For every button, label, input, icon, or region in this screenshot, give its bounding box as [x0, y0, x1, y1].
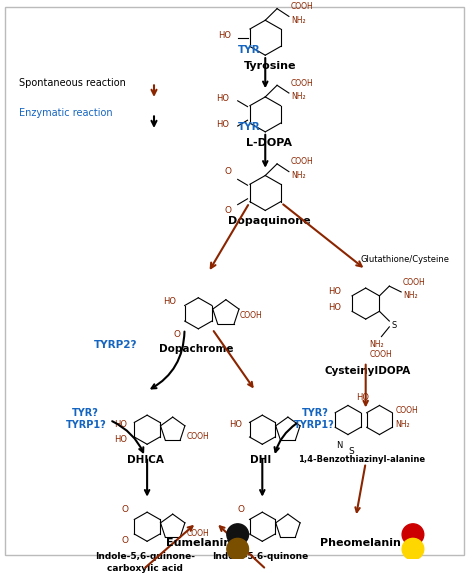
Text: HO: HO [216, 120, 229, 128]
Text: COOH: COOH [291, 158, 314, 166]
Text: HO: HO [229, 420, 242, 429]
Text: carboxylic acid: carboxylic acid [107, 564, 183, 572]
Text: DHI: DHI [250, 455, 271, 465]
Text: Pheomelanin: Pheomelanin [320, 539, 401, 548]
Text: O: O [173, 330, 180, 339]
Text: Spontaneous reaction: Spontaneous reaction [19, 79, 126, 88]
Text: Indole-5,6-quinone-: Indole-5,6-quinone- [95, 552, 195, 561]
Text: COOH: COOH [186, 529, 209, 537]
FancyBboxPatch shape [5, 7, 464, 555]
Text: Glutathione/Cysteine: Glutathione/Cysteine [361, 255, 450, 264]
Text: HO: HO [328, 288, 341, 296]
Text: HO: HO [114, 434, 127, 444]
Circle shape [227, 539, 248, 560]
Text: COOH: COOH [240, 311, 263, 320]
Text: N: N [336, 441, 343, 450]
Text: O: O [122, 536, 129, 545]
Text: O: O [224, 167, 231, 176]
Text: CysteinyIDOPA: CysteinyIDOPA [325, 366, 411, 376]
Text: COOH: COOH [186, 431, 209, 441]
Text: TYR?: TYR? [72, 409, 99, 418]
Circle shape [402, 524, 424, 545]
Text: TYR?: TYR? [301, 409, 328, 418]
Text: COOH: COOH [291, 2, 314, 11]
Text: COOH: COOH [370, 350, 392, 359]
Text: S: S [392, 321, 397, 330]
Text: NH₂: NH₂ [291, 16, 305, 25]
Text: TYRP1?: TYRP1? [65, 420, 106, 430]
Text: HO: HO [218, 32, 231, 40]
Text: Dopaquinone: Dopaquinone [228, 216, 310, 226]
Text: HO: HO [163, 297, 176, 306]
Text: S: S [348, 447, 354, 456]
Text: TYR: TYR [237, 122, 260, 132]
Text: NH₂: NH₂ [403, 291, 418, 300]
Text: O: O [224, 206, 231, 215]
Text: L-DOPA: L-DOPA [246, 138, 292, 148]
Text: NH₂: NH₂ [370, 340, 384, 350]
Text: HO: HO [114, 420, 127, 429]
Text: O: O [237, 505, 244, 515]
Text: COOH: COOH [291, 79, 314, 88]
Circle shape [227, 524, 248, 545]
Text: O: O [122, 505, 129, 515]
Text: HO: HO [328, 303, 341, 312]
Text: COOH: COOH [395, 406, 418, 415]
Text: HO: HO [356, 393, 369, 402]
Text: Indole-5,6-quinone: Indole-5,6-quinone [212, 552, 309, 561]
Text: Tyrosine: Tyrosine [244, 61, 296, 71]
Text: TYRP1?: TYRP1? [294, 420, 335, 430]
Text: DHICA: DHICA [127, 455, 164, 465]
Text: NH₂: NH₂ [395, 420, 410, 429]
Text: TYR: TYR [237, 45, 260, 56]
Text: NH₂: NH₂ [291, 171, 305, 180]
Circle shape [402, 539, 424, 560]
Text: Dopachrome: Dopachrome [159, 344, 234, 354]
Text: COOH: COOH [403, 278, 426, 286]
Text: TYRP2?: TYRP2? [94, 340, 137, 351]
Text: NH₂: NH₂ [291, 92, 305, 101]
Text: Enzymatic reaction: Enzymatic reaction [19, 108, 113, 117]
Text: Eumelanin: Eumelanin [166, 539, 231, 548]
Text: 1,4-Benzothiazinyl-alanine: 1,4-Benzothiazinyl-alanine [298, 455, 425, 464]
Text: HO: HO [216, 95, 229, 103]
Text: O: O [237, 536, 244, 545]
